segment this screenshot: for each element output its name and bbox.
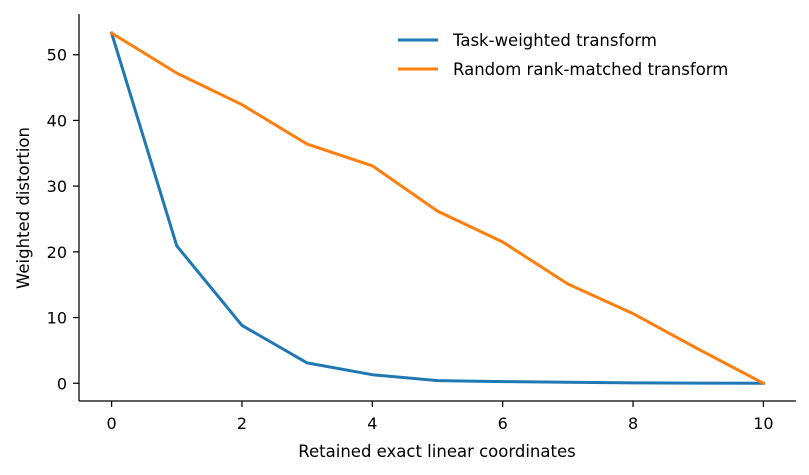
y-axis: 0 10 20 30 40 50 <box>47 14 80 401</box>
x-tick-label: 6 <box>498 414 508 433</box>
series-line-1 <box>109 31 765 385</box>
y-tick-label: 50 <box>47 46 67 65</box>
series-line-2 <box>109 31 766 386</box>
x-tick-label: 0 <box>106 414 116 433</box>
y-tick-label: 30 <box>47 177 67 196</box>
y-tick-label: 40 <box>47 111 67 130</box>
legend-label-2: Random rank-matched transform <box>453 60 728 79</box>
legend: Task-weighted transform Random rank-match… <box>398 31 728 79</box>
legend-label-1: Task-weighted transform <box>452 31 657 50</box>
x-tick-label: 10 <box>753 414 773 433</box>
plot-area <box>109 31 766 386</box>
y-tick-label: 10 <box>47 309 67 328</box>
y-tick-label: 0 <box>57 374 67 393</box>
x-tick-label: 8 <box>628 414 638 433</box>
x-tick-label: 4 <box>367 414 377 433</box>
x-tick-label: 2 <box>237 414 247 433</box>
x-axis: 0 2 4 6 8 10 <box>79 400 796 433</box>
x-axis-label: Retained exact linear coordinates <box>298 442 575 461</box>
y-axis-label: Weighted distortion <box>14 127 33 289</box>
y-tick-label: 20 <box>47 243 67 262</box>
